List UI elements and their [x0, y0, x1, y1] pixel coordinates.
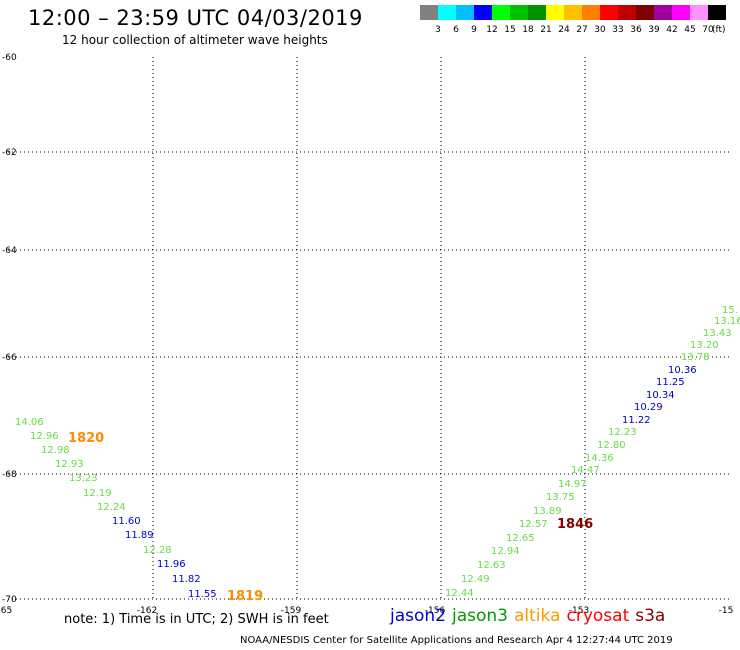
legend-swatch — [420, 5, 438, 20]
units-note: note: 1) Time is in UTC; 2) SWH is in fe… — [64, 612, 329, 627]
wave-height-value: 10.34 — [646, 390, 675, 401]
wave-height-value: 15. — [722, 305, 738, 316]
legend-swatch — [636, 5, 654, 20]
lon-tick-label: -159 — [281, 606, 302, 616]
satellite-key: jason2 jason3 altika cryosat s3a — [390, 606, 671, 626]
legend-swatch — [582, 5, 600, 20]
wave-height-value: 14.06 — [15, 417, 44, 428]
lon-tick-label: -162 — [137, 606, 157, 616]
legend-swatch — [510, 5, 528, 20]
wave-height-value: 11.55 — [188, 589, 217, 600]
wave-height-value: 11.82 — [172, 574, 201, 585]
legend-label: 39 — [648, 25, 660, 35]
wave-height-value: 13.89 — [533, 506, 562, 517]
legend-label: 18 — [522, 25, 534, 35]
legend-label: 9 — [471, 25, 477, 35]
track-time-label: 1819 — [227, 589, 263, 604]
wave-height-value: 11.22 — [622, 415, 651, 426]
observation-tracks: 14.06 12.96 12.98 12.93 13.23 12.19 12.24 11.60… — [15, 305, 740, 604]
wave-height-value: 12.94 — [491, 546, 520, 557]
legend-label: 24 — [558, 25, 570, 35]
wave-height-value: 12.93 — [55, 459, 84, 470]
legend-label: 70 — [702, 25, 714, 35]
axis-tick-labels: -165 -162 -159 -156 -153 -15 -60 -62 -64 -66 -68 -7… — [0, 53, 733, 616]
wave-height-value: 12.24 — [97, 502, 126, 513]
wave-height-value: 12.96 — [30, 431, 59, 442]
lon-tick-label: -153 — [569, 606, 589, 616]
wave-height-value: 13.75 — [546, 492, 575, 503]
legend-swatch — [492, 5, 510, 20]
legend-label: 27 — [576, 25, 588, 35]
wave-height-value: 11.89 — [125, 530, 154, 541]
lon-tick-label: -165 — [0, 606, 12, 616]
legend-label: 36 — [630, 25, 642, 35]
legend-swatch — [654, 5, 672, 20]
wave-height-value: 12.28 — [143, 545, 172, 556]
lat-tick-label: -70 — [2, 595, 17, 605]
wave-height-value: 11.25 — [656, 377, 685, 388]
page-subtitle: 12 hour collection of altimeter wave hei… — [62, 33, 328, 47]
wave-height-value: 11.60 — [112, 516, 141, 527]
graticule-grid — [8, 57, 732, 600]
track-time-label: 1820 — [68, 431, 104, 446]
wave-height-value: 10.36 — [668, 365, 697, 376]
legend-swatch — [600, 5, 618, 20]
wave-height-value: 14.36 — [585, 453, 614, 464]
wave-height-value: 12.57 — [519, 519, 548, 530]
wave-height-value: 14.47 — [571, 465, 600, 476]
legend-swatch — [708, 5, 726, 20]
wave-height-value: 12.49 — [461, 574, 490, 585]
legend-label: 6 — [453, 25, 459, 35]
legend-label: 45 — [684, 25, 696, 35]
wave-height-value: 12.80 — [597, 440, 626, 451]
legend-swatch — [672, 5, 690, 20]
wave-height-value: 13.20 — [690, 340, 719, 351]
wave-height-value: 14.97 — [558, 479, 587, 490]
lat-tick-label: -62 — [2, 148, 17, 158]
legend-unit: (ft) — [712, 25, 726, 35]
wave-height-value: 13.78 — [681, 352, 710, 363]
legend-swatch — [618, 5, 636, 20]
lat-tick-label: -66 — [2, 353, 17, 363]
wave-height-value: 11.96 — [157, 559, 186, 570]
credit-line: NOAA/NESDIS Center for Satellite Applica… — [240, 635, 673, 646]
wave-height-value: 12.65 — [506, 533, 535, 544]
page-title: 12:00 – 23:59 UTC 04/03/2019 — [28, 6, 363, 30]
satellite-name: s3a — [635, 606, 666, 626]
legend-swatch — [456, 5, 474, 20]
legend-swatch — [564, 5, 582, 20]
wave-height-value: 13.23 — [69, 473, 98, 484]
wave-height-value: 13.16 — [714, 316, 740, 327]
legend-label: 33 — [612, 25, 624, 35]
legend-swatch — [690, 5, 708, 20]
lon-tick-label: -156 — [425, 606, 446, 616]
satellite-name: jason3 — [452, 606, 508, 626]
satellite-name: altika — [514, 606, 561, 626]
legend-swatch — [528, 5, 546, 20]
legend-label: 12 — [486, 25, 498, 35]
satellite-name: jason2 — [390, 606, 446, 626]
legend-label: 21 — [540, 25, 552, 35]
wave-height-value: 12.63 — [477, 560, 506, 571]
legend-swatch — [474, 5, 492, 20]
satellite-name: cryosat — [566, 606, 630, 626]
wave-height-value: 12.44 — [445, 588, 474, 599]
wave-height-value: 12.19 — [83, 488, 112, 499]
lat-tick-label: -60 — [2, 53, 17, 63]
track-time-label: 1846 — [557, 517, 593, 532]
lon-tick-label: -15 — [719, 606, 734, 616]
wave-height-value: 12.98 — [41, 445, 70, 456]
wave-height-value: 12.23 — [608, 427, 637, 438]
legend-label: 42 — [666, 25, 678, 35]
legend-label: 3 — [435, 25, 441, 35]
wave-height-value: 13.43 — [703, 328, 732, 339]
legend-swatch — [438, 5, 456, 20]
legend-swatch — [546, 5, 564, 20]
lat-tick-label: -64 — [2, 246, 17, 256]
legend-label: 15 — [504, 25, 516, 35]
legend-label: 30 — [594, 25, 606, 35]
lat-tick-label: -68 — [2, 470, 17, 480]
wave-height-value: 10.29 — [634, 402, 663, 413]
